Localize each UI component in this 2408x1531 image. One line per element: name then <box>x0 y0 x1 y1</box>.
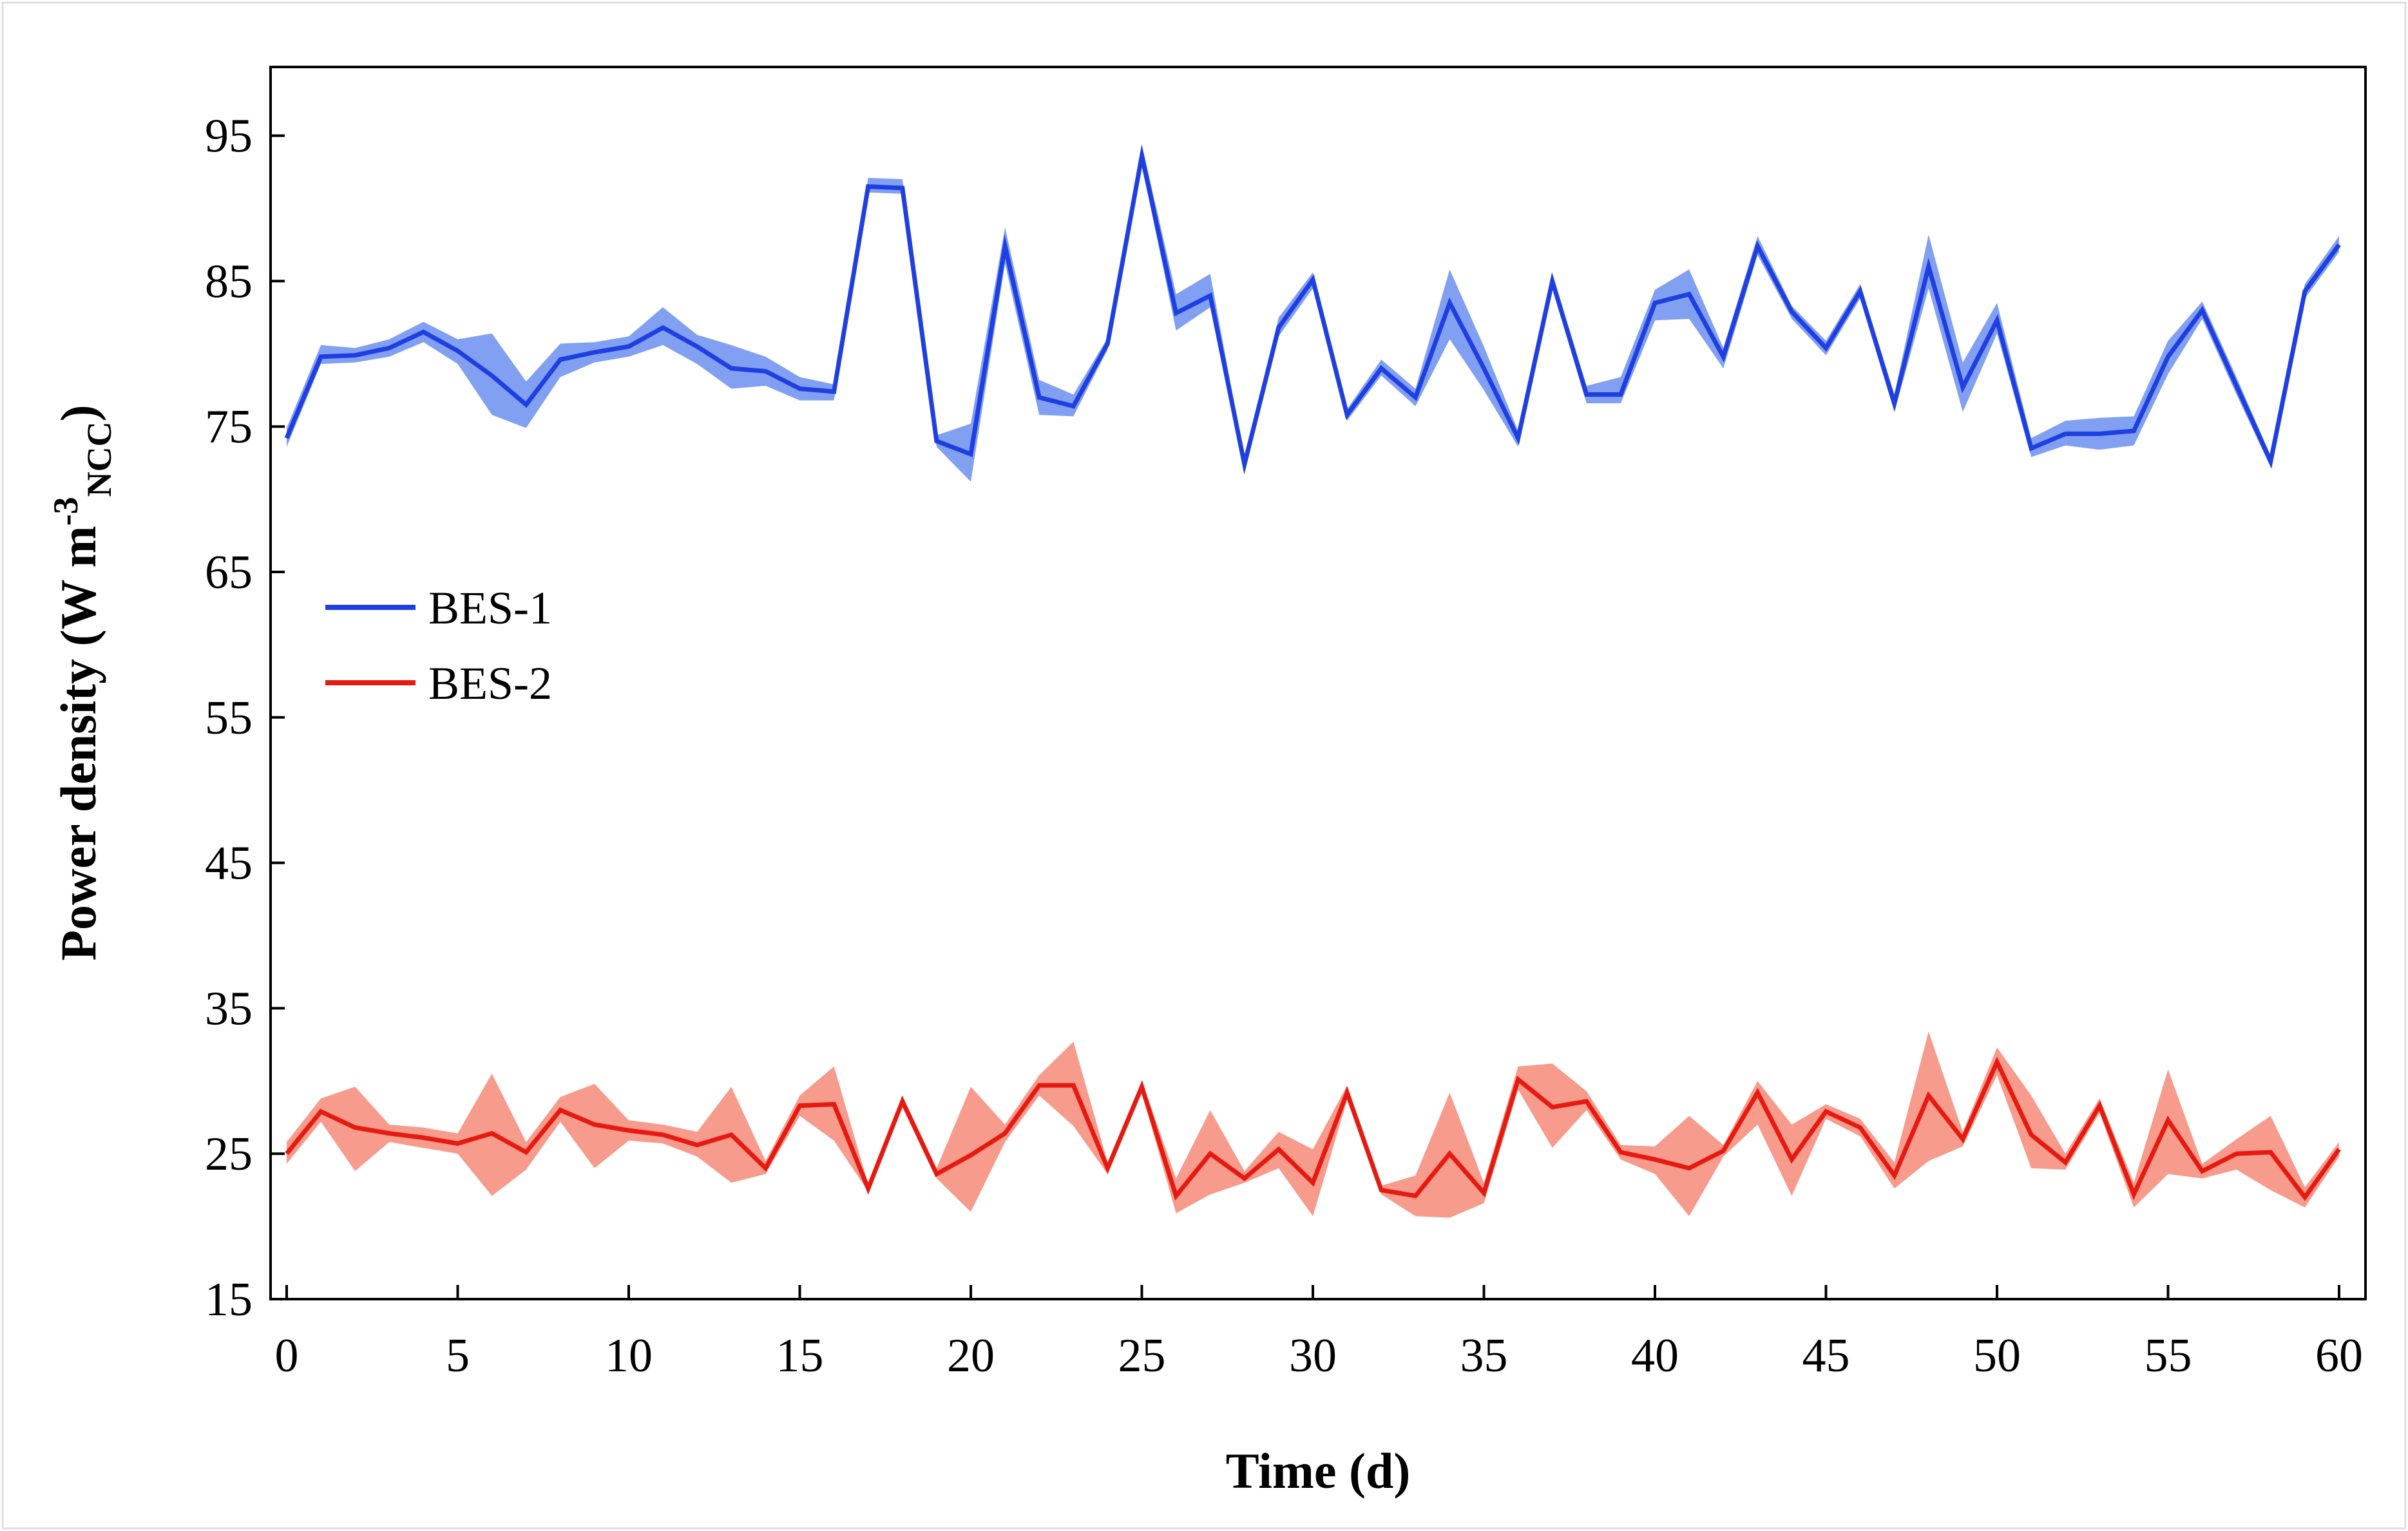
x-tick-label: 40 <box>1631 1329 1679 1382</box>
x-axis-title: Time (d) <box>1226 1443 1411 1499</box>
bes-2-point <box>1039 1085 1040 1086</box>
bes-2-point <box>2202 1171 2203 1172</box>
bes-2-point <box>663 1134 664 1135</box>
y-tick-label: 55 <box>205 692 253 745</box>
x-tick-label: 5 <box>446 1329 470 1382</box>
y-tick-label: 15 <box>205 1273 253 1326</box>
bes-2-point <box>799 1105 800 1106</box>
bes-1-point <box>2099 433 2100 434</box>
y-axis-title-main: Power density (W m <box>50 526 106 960</box>
bes-2-point <box>423 1137 424 1138</box>
bes-1-point <box>1928 266 1929 267</box>
bes-1-point <box>1278 327 1279 328</box>
bes-2-point <box>1928 1095 1929 1096</box>
legend-label-bes-1: BES-1 <box>428 582 552 634</box>
bes-2-point <box>731 1134 732 1135</box>
x-axis: 0 5 10 15 20 25 30 35 40 45 50 55 60 <box>275 1285 2363 1382</box>
y-axis: 15 25 35 45 55 65 75 85 95 <box>205 110 285 1326</box>
x-tick-label: 15 <box>776 1329 824 1382</box>
series-lines <box>284 144 2341 1201</box>
bes-2-line <box>285 1056 2341 1201</box>
bes-1-point <box>1039 397 1040 398</box>
bes-1-point <box>1586 394 1587 395</box>
x-tick-label: 60 <box>2315 1329 2363 1382</box>
bes-1-point <box>1415 397 1416 398</box>
bes-1-point <box>2339 244 2340 245</box>
bes-1-point <box>902 187 903 188</box>
bes-2-point <box>1005 1133 1006 1134</box>
bes-1-point <box>1723 356 1724 357</box>
bes-1-point <box>1005 246 1006 247</box>
x-tick-label: 10 <box>605 1329 653 1382</box>
bes-2-point <box>1415 1195 1416 1196</box>
plot-area-frame <box>269 66 2367 1300</box>
x-tick-label: 25 <box>1118 1329 1166 1382</box>
y-tick-label: 65 <box>205 546 253 599</box>
y-tick-label: 25 <box>205 1128 253 1181</box>
bes-2-point <box>1997 1061 1998 1062</box>
y-axis-title-close: ) <box>50 404 106 421</box>
bes-1-point <box>799 388 800 389</box>
y-tick-label: 95 <box>205 110 253 163</box>
bes-1-point <box>1620 394 1621 395</box>
y-tick-label: 45 <box>205 837 253 890</box>
bes-1-point <box>663 327 664 328</box>
bes-1-point <box>1962 387 1963 388</box>
bes-1-point <box>1997 320 1998 321</box>
y-axis-title-subscript: NCC <box>80 421 119 497</box>
x-tick-label: 30 <box>1289 1329 1337 1382</box>
bes-2-point <box>2099 1105 2100 1106</box>
x-tick-label: 50 <box>1973 1329 2021 1382</box>
bes-2-point <box>1723 1150 1724 1151</box>
bes-2-point <box>355 1127 356 1128</box>
y-tick-label: 85 <box>205 255 253 308</box>
bes-1-point <box>1757 246 1758 247</box>
bes-1-error-band <box>287 144 2339 482</box>
x-tick-label: 0 <box>275 1329 299 1382</box>
bes-1-point <box>765 371 766 372</box>
bes-2-point <box>1894 1175 1895 1176</box>
bes-2-point <box>2065 1162 2066 1163</box>
bes-2-point <box>1655 1159 1656 1160</box>
bes-1-point <box>2065 433 2066 434</box>
y-axis-title-superscript: -3 <box>46 497 85 526</box>
y-axis-title: Power density (W m-3NCC) <box>46 404 119 960</box>
bes-2-point <box>1073 1085 1074 1086</box>
bes-2-point <box>2339 1149 2340 1150</box>
bes-2-point <box>1278 1149 1279 1150</box>
bes-2-point <box>1757 1092 1758 1093</box>
legend: BES-1 BES-2 <box>325 582 552 709</box>
bes-2-point <box>2031 1134 2032 1135</box>
bes-2-point <box>1244 1178 1245 1179</box>
bes-1-point <box>2304 291 2305 292</box>
x-tick-label: 35 <box>1460 1329 1508 1382</box>
bes-1-point <box>2031 448 2032 449</box>
bes-1-point <box>594 352 595 353</box>
bes-1-point <box>2270 461 2271 462</box>
bes-1-point <box>1894 403 1895 404</box>
bes-1-point <box>355 355 356 356</box>
bes-2-point <box>389 1133 390 1134</box>
legend-label-bes-2: BES-2 <box>428 658 552 709</box>
x-tick-label: 55 <box>2145 1329 2192 1382</box>
bes-1-point <box>2236 385 2237 386</box>
bes-1-point <box>457 350 458 351</box>
y-tick-label: 35 <box>205 982 253 1035</box>
bes-1-point <box>1107 343 1108 344</box>
x-tick-label: 45 <box>1802 1329 1850 1382</box>
x-tick-label: 20 <box>947 1329 995 1382</box>
y-tick-label: 75 <box>205 401 253 453</box>
bes-1-line <box>284 144 2341 475</box>
bes-2-point <box>1347 1092 1348 1093</box>
bes-2-point <box>457 1143 458 1144</box>
